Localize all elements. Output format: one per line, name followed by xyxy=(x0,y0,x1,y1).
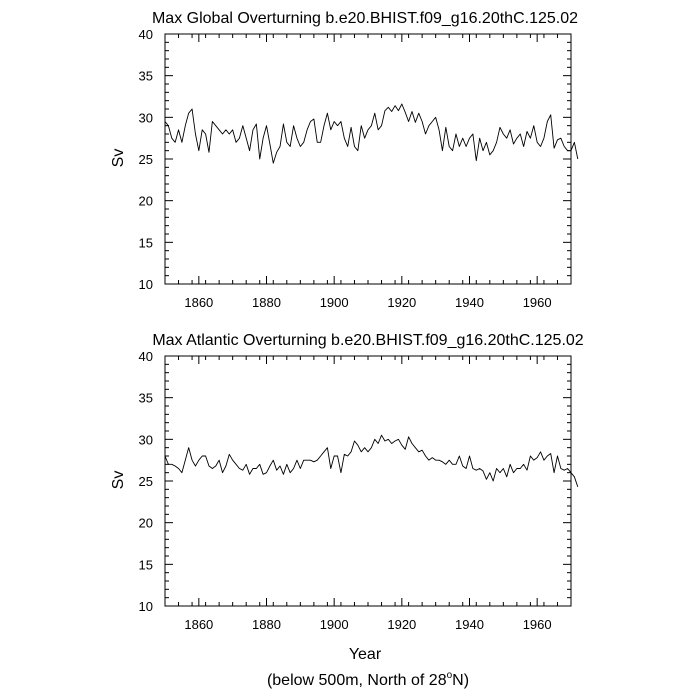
footnote: (below 500m, North of 28oN) xyxy=(267,670,469,689)
x-tick-label: 1920 xyxy=(387,295,416,310)
y-tick-label: 25 xyxy=(139,474,153,489)
footnote-prefix: (below 500m, North of 28 xyxy=(267,672,447,689)
x-tick-label: 1920 xyxy=(387,617,416,632)
y-tick-label: 15 xyxy=(139,557,153,572)
chart-title: Max Atlantic Overturning b.e20.BHIST.f09… xyxy=(152,332,583,349)
y-tick-label: 30 xyxy=(139,432,153,447)
y-tick-label: 15 xyxy=(139,235,153,250)
y-tick-label: 40 xyxy=(139,27,153,42)
y-tick-label: 40 xyxy=(139,349,153,364)
y-tick-label: 20 xyxy=(139,516,153,531)
x-tick-label: 1860 xyxy=(184,295,213,310)
series-line xyxy=(164,434,579,487)
y-tick-label: 30 xyxy=(139,110,153,125)
footnote-suffix: N) xyxy=(452,672,469,689)
atlantic-overturning-panel: Max Atlantic Overturning b.e20.BHIST.f09… xyxy=(110,332,584,663)
x-axis-label: Year xyxy=(349,646,382,663)
x-tick-label: 1940 xyxy=(455,617,484,632)
y-tick-label: 35 xyxy=(139,391,153,406)
x-tick-label: 1940 xyxy=(455,295,484,310)
y-tick-label: 10 xyxy=(139,277,153,292)
x-tick-label: 1960 xyxy=(523,295,552,310)
y-axis-label: Sv xyxy=(110,471,127,490)
y-tick-label: 35 xyxy=(139,69,153,84)
y-tick-label: 20 xyxy=(139,194,153,209)
x-tick-label: 1880 xyxy=(252,617,281,632)
x-tick-label: 1900 xyxy=(320,617,349,632)
y-tick-label: 10 xyxy=(139,599,153,614)
footnote-degree: o xyxy=(447,670,453,681)
x-tick-label: 1960 xyxy=(523,617,552,632)
y-tick-label: 25 xyxy=(139,152,153,167)
series-line xyxy=(164,103,579,164)
global-overturning-panel: Max Global Overturning b.e20.BHIST.f09_g… xyxy=(110,10,579,310)
x-tick-label: 1860 xyxy=(184,617,213,632)
chart-title: Max Global Overturning b.e20.BHIST.f09_g… xyxy=(152,10,578,27)
y-axis-label: Sv xyxy=(110,149,127,168)
x-tick-label: 1880 xyxy=(252,295,281,310)
x-tick-label: 1900 xyxy=(320,295,349,310)
